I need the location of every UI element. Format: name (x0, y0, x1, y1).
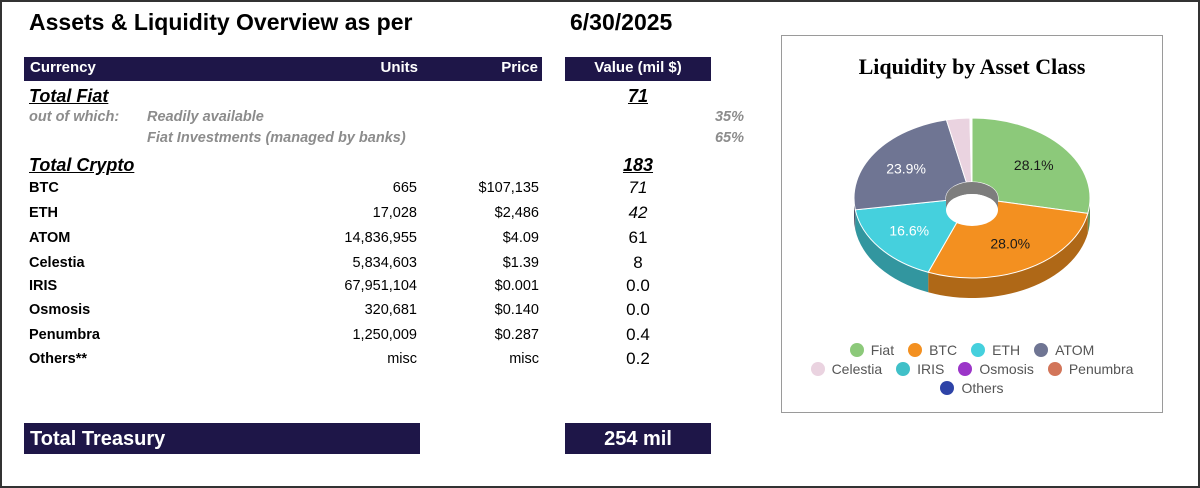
legend-item-penumbra[interactable]: Penumbra (1047, 361, 1134, 377)
readily-available-pct: 35% (714, 109, 744, 125)
legend-label: Osmosis (979, 361, 1034, 377)
asset-price: $2,486 (494, 205, 539, 221)
legend-item-celestia[interactable]: Celestia (810, 361, 883, 377)
legend-item-iris[interactable]: IRIS (896, 361, 944, 377)
asset-name: IRIS (29, 278, 58, 294)
readily-available-label: Readily available (147, 109, 264, 125)
asset-price: $1.39 (502, 255, 539, 271)
asset-units: 67,951,104 (344, 278, 417, 294)
asset-price: $0.287 (494, 327, 539, 343)
total-fiat-value: 71 (627, 86, 649, 106)
slice-label-btc: 28.0% (990, 236, 1030, 252)
asset-value: 8 (633, 253, 643, 272)
asset-units: misc (387, 351, 417, 367)
legend-swatch (849, 343, 864, 357)
asset-name: Celestia (29, 255, 85, 271)
legend-label: Celestia (831, 361, 883, 377)
total-treasury-label: Total Treasury (30, 428, 166, 450)
total-fiat-label: Total Fiat (29, 86, 109, 106)
value-header-bar: Value (mil $) (565, 57, 711, 81)
col-header-currency: Currency (30, 59, 96, 76)
total-crypto-value: 183 (622, 155, 654, 175)
slice-side-eth (855, 209, 929, 293)
legend-label: Others (961, 380, 1004, 396)
col-header-value: Value (mil $) (594, 59, 682, 76)
legend-swatch (896, 362, 911, 376)
asset-value: 0.0 (626, 300, 650, 319)
asset-units: 5,834,603 (352, 255, 417, 271)
legend-swatch (810, 362, 825, 376)
asset-name: ATOM (29, 230, 71, 246)
legend-item-osmosis[interactable]: Osmosis (958, 361, 1034, 377)
asset-value: 42 (628, 203, 648, 222)
total-treasury-value: 254 mil (604, 428, 672, 450)
legend-label: Fiat (870, 342, 895, 358)
asset-price: misc (509, 351, 539, 367)
slice-label-fiat: 28.1% (1014, 157, 1054, 173)
total-crypto-label: Total Crypto (29, 155, 135, 175)
legend-swatch (1034, 343, 1049, 357)
legend-swatch (958, 362, 973, 376)
total-treasury-value-bar: 254 mil (565, 423, 711, 454)
slice-label-atom: 23.9% (886, 161, 926, 177)
asset-name: Osmosis (29, 302, 91, 318)
report-title: Assets & Liquidity Overview as per (29, 9, 413, 35)
slice-label-eth: 16.6% (889, 222, 929, 238)
legend-swatch (971, 343, 986, 357)
chart-panel: Liquidity by Asset Class 28.1% 28.0% 16.6%… (781, 35, 1163, 413)
asset-units: 665 (392, 180, 417, 196)
asset-value: 61 (628, 228, 648, 247)
pie-chart: 28.1% 28.0% 16.6% 23.9% (853, 117, 1091, 298)
legend-item-atom[interactable]: ATOM (1034, 342, 1094, 358)
legend-swatch (1047, 362, 1062, 376)
legend-label: ATOM (1055, 342, 1095, 358)
col-header-price: Price (501, 59, 538, 76)
asset-name: Others** (29, 351, 88, 367)
slice-others[interactable] (970, 117, 973, 183)
col-header-units: Units (380, 59, 419, 76)
donut-hole (946, 194, 998, 226)
asset-value: 0.4 (626, 325, 650, 344)
out-of-which-label: out of which: (29, 109, 120, 125)
asset-price: $0.140 (494, 302, 539, 318)
asset-name: ETH (29, 205, 58, 221)
asset-units: 320,681 (364, 302, 417, 318)
legend-item-eth[interactable]: ETH (971, 342, 1020, 358)
asset-value: 0.2 (626, 349, 650, 368)
asset-units: 1,250,009 (352, 327, 417, 343)
legend-label: Penumbra (1068, 361, 1134, 377)
legend-swatch (908, 343, 923, 357)
legend-label: ETH (992, 342, 1021, 358)
legend-swatch (940, 381, 955, 395)
fiat-investments-pct: 65% (714, 130, 744, 146)
asset-units: 14,836,955 (344, 230, 417, 246)
report-date: 6/30/2025 (570, 9, 673, 35)
asset-price: $0.001 (494, 278, 539, 294)
asset-price: $4.09 (502, 230, 539, 246)
asset-units: 17,028 (372, 205, 417, 221)
donut-hole-wall (946, 182, 998, 210)
fiat-investments-label: Fiat Investments (managed by banks) (147, 130, 406, 146)
asset-price: $107,135 (478, 180, 539, 196)
asset-value: 0.0 (626, 276, 650, 295)
asset-value: 71 (628, 178, 648, 197)
legend-label: IRIS (917, 361, 945, 377)
table-header-bar: Currency Units Price (24, 57, 542, 81)
legend-label: BTC (929, 342, 958, 358)
legend-item-others[interactable]: Others (940, 380, 1004, 396)
total-treasury-bar: Total Treasury (24, 423, 420, 454)
asset-name: Penumbra (29, 327, 100, 343)
asset-name: BTC (29, 180, 59, 196)
slice-side-btc (928, 213, 1088, 298)
legend-item-btc[interactable]: BTC (908, 342, 957, 358)
legend-item-fiat[interactable]: Fiat (849, 342, 895, 358)
chart-title: Liquidity by Asset Class (858, 54, 1086, 79)
